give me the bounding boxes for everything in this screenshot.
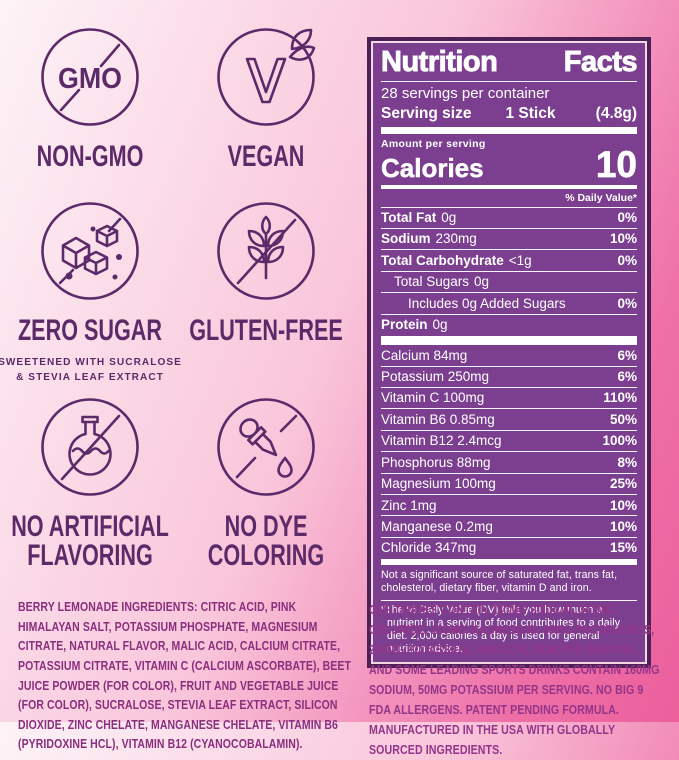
nutrient-row-vitamin-b6: Vitamin B6 0.85mg 50%: [381, 408, 637, 429]
amount-per-serving-label: Amount per serving: [381, 138, 486, 151]
nutrient-row-potassium: Potassium 250mg 6%: [381, 365, 637, 387]
badge-label: VEGAN: [227, 140, 305, 173]
badge-label: NON-GMO: [36, 140, 144, 173]
svg-text:GMO: GMO: [58, 63, 122, 95]
calories-value: 10: [595, 144, 637, 186]
thick-divider: [381, 127, 637, 135]
servings-per-container: 28 servings per container: [381, 84, 550, 102]
divider: [381, 80, 637, 82]
medium-divider: [381, 184, 637, 189]
nutrient-row-magnesium: Magnesium 100mg 25%: [381, 472, 637, 494]
serving-size-label: Serving size: [381, 105, 472, 123]
nutrient-row-added-sugars: Includes 0g Added Sugars 0%: [381, 292, 637, 313]
badge-non-gmo: GMO NON-GMO: [2, 26, 178, 172]
ingredients-paragraph: BERRY LEMONADE INGREDIENTS: CITRIC ACID,…: [18, 598, 352, 755]
badge-label: GLUTEN-FREE: [189, 314, 343, 347]
badge-zero-sugar: ZERO SUGAR SWEETENED WITH SUCRALOSE & ST…: [0, 200, 181, 385]
non-gmo-icon: GMO: [41, 28, 139, 126]
serving-size-weight: (4.8g): [595, 105, 637, 123]
zero-sugar-icon: [41, 202, 139, 300]
badge-no-artificial-flavoring: NO ARTIFICIAL FLAVORING: [2, 396, 178, 570]
nutrition-facts-panel: Nutrition Facts 28 servings per container…: [367, 37, 651, 669]
nutrient-row-chloride: Chloride 347mg 15%: [381, 536, 637, 558]
macro-nutrient-rows: Total Fat 0g 0% Sodium 230mg 10% Total Car…: [381, 206, 637, 336]
no-artificial-flavoring-icon: [41, 398, 139, 496]
thick-divider: [381, 336, 637, 346]
gluten-free-icon: [217, 202, 315, 300]
no-dye-coloring-icon: [217, 398, 315, 496]
nutrient-row-total-fat: Total Fat 0g 0%: [381, 206, 637, 228]
badge-gluten-free: GLUTEN-FREE: [178, 200, 354, 346]
divider: [381, 599, 637, 601]
nutrient-row-protein: Protein 0g: [381, 313, 637, 335]
serving-size-row: Serving size 1 Stick (4.8g): [381, 105, 637, 122]
calories-label: Calories: [381, 152, 484, 183]
ingredients-body: CITRIC ACID, PINK HIMALAYAN SALT, POTASS…: [18, 600, 351, 752]
footnote-not-significant: Not a significant source of saturated fa…: [381, 569, 618, 595]
badge-label: NO DYE COLORING: [207, 510, 325, 572]
badge-label: ZERO SUGAR: [17, 314, 162, 347]
vegan-icon: [217, 28, 316, 126]
nutrient-row-manganese: Manganese 0.2mg 10%: [381, 515, 637, 536]
badge-vegan: VEGAN: [178, 26, 354, 172]
badge-subcaption: SWEETENED WITH SUCRALOSE & STEVIA LEAF E…: [0, 355, 182, 383]
ingredients-lead: BERRY LEMONADE INGREDIENTS:: [18, 600, 198, 614]
medium-divider: [381, 559, 637, 566]
nutrient-row-vitamin-b12: Vitamin B12 2.4mcg 100%: [381, 429, 637, 451]
micro-nutrient-rows: Calcium 84mg 6% Potassium 250mg 6% Vitamin…: [381, 345, 637, 558]
nutrient-row-total-sugars: Total Sugars 0g: [381, 270, 637, 292]
nutrient-row-zinc: Zinc 1mg 10%: [381, 494, 637, 515]
nutrient-row-total-carbohydrate: Total Carbohydrate <1g 0%: [381, 249, 637, 270]
serving-size-value: 1 Stick: [505, 105, 556, 123]
calories-row: Calories 10: [381, 144, 638, 186]
nutrient-row-phosphorus: Phosphorus 88mg 8%: [381, 451, 637, 472]
badge-no-dye-coloring: NO DYE COLORING: [178, 396, 354, 570]
comparison-note-paragraph: OUR DRINKS CONTAIN 230MG SODIUM, 347MG C…: [369, 603, 660, 757]
nutrition-facts-title: Nutrition Facts: [381, 46, 638, 78]
daily-value-header: % Daily Value*: [565, 191, 637, 204]
footnote-daily-value: *The % Daily Value (DV) tells you how mu…: [381, 603, 621, 655]
nutrient-row-calcium: Calcium 84mg 6%: [381, 347, 637, 363]
nutrient-row-vitamin-c: Vitamin C 100mg 110%: [381, 386, 637, 408]
badge-label: NO ARTIFICIAL FLAVORING: [11, 510, 169, 572]
nutrient-row-sodium: Sodium 230mg 10%: [381, 227, 637, 249]
